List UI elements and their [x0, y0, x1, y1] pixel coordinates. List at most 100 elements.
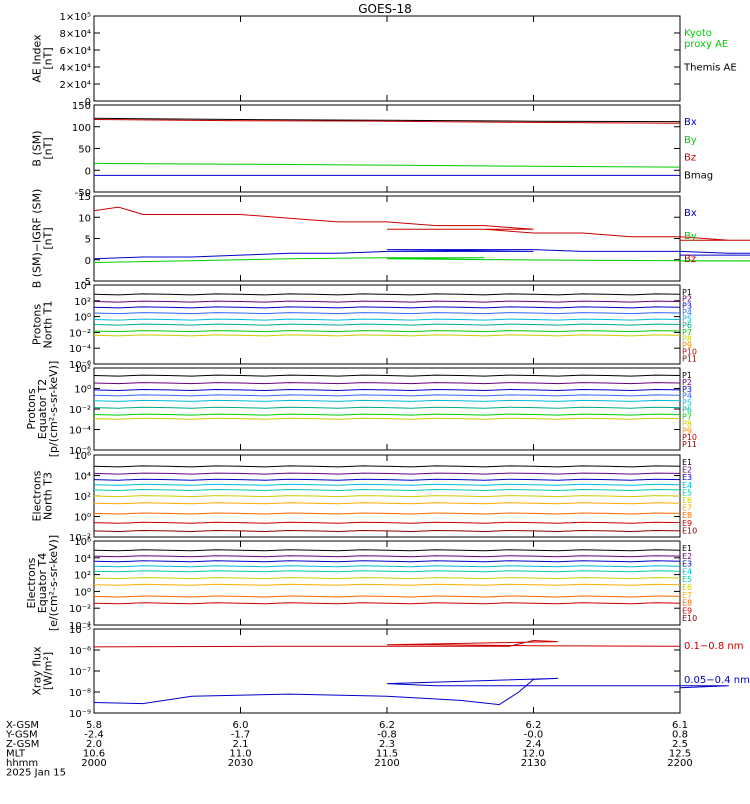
series-line-E10 — [94, 531, 680, 532]
y-tick-label: 4×10⁴ — [60, 63, 91, 74]
series-line-P4 — [94, 395, 680, 396]
footer-row-label: 2025 Jan 15 — [6, 768, 66, 779]
legend-label: Kyoto — [684, 28, 712, 39]
legend-label: 0.1−0.8 nm — [684, 641, 743, 652]
series-line-P2 — [94, 301, 680, 302]
y-tick-label: 10⁻⁵ — [69, 625, 91, 636]
y-tick-label: 10⁻⁶ — [69, 646, 91, 657]
legend-label: Bz — [684, 153, 696, 164]
series-line-0.1−0.8 nm — [94, 641, 680, 647]
series-line-P7 — [94, 414, 680, 415]
y-tick-label: 10⁰ — [74, 385, 91, 396]
series-line-E7 — [94, 503, 680, 504]
series-line-Bz — [94, 207, 750, 240]
series-line-P8 — [94, 418, 680, 419]
legend-label: By — [684, 135, 697, 146]
series-line-P4 — [94, 313, 680, 314]
y-tick-label: 10⁻² — [69, 328, 91, 339]
y-tick-label: 10⁴ — [74, 554, 91, 565]
series-line-E7 — [94, 584, 680, 585]
legend-label: Bz — [684, 254, 696, 265]
y-tick-label: 1×10⁵ — [60, 12, 91, 23]
series-line-0.05−0.4 nm — [94, 678, 729, 704]
footer-value: 2100 — [374, 758, 399, 769]
y-tick-label: 10⁻⁹ — [69, 709, 91, 720]
y-tick-label: 10⁶ — [74, 537, 91, 548]
series-line-E4 — [94, 484, 680, 485]
y-axis-label: [nT] — [42, 137, 55, 159]
footer-value: 2030 — [228, 758, 253, 769]
y-axis-label: North T1 — [42, 301, 55, 349]
y-tick-label: 10⁻⁸ — [69, 688, 91, 699]
series-line-E2 — [94, 556, 680, 557]
series-line-E4 — [94, 566, 680, 567]
panel-frame — [94, 16, 680, 101]
legend-label: 0.05−0.4 nm — [684, 675, 750, 686]
legend-label: Themis AE — [683, 63, 737, 74]
series-line-E6 — [94, 578, 680, 579]
y-axis-label: [p/(cm²-s-sr-keV)] — [47, 361, 60, 458]
y-axis-label: North T3 — [42, 472, 55, 520]
y-tick-label: 6×10⁴ — [60, 46, 91, 57]
y-axis-label: [nT] — [42, 227, 55, 249]
series-line-E1 — [94, 550, 680, 551]
footer-value: 2000 — [81, 758, 106, 769]
series-line-By — [94, 258, 750, 263]
y-tick-label: 10² — [74, 571, 91, 582]
panel-frame — [94, 196, 680, 281]
series-line-E8 — [94, 513, 680, 514]
series-line-P1 — [94, 375, 680, 376]
legend-label: Bx — [684, 117, 697, 128]
y-tick-label: 10² — [74, 297, 91, 308]
series-line-P8 — [94, 335, 680, 336]
series-line-E3 — [94, 479, 680, 480]
y-tick-label: 10⁻² — [69, 405, 91, 416]
y-tick-label: 10 — [78, 213, 91, 224]
legend-label: E10 — [682, 526, 697, 535]
panel-frame — [94, 368, 680, 450]
y-tick-label: 10⁴ — [74, 472, 91, 483]
series-line-P6 — [94, 324, 680, 325]
y-tick-label: 10² — [74, 364, 91, 375]
y-tick-label: 100 — [72, 123, 91, 134]
y-axis-label: [e/(cm²-s-sr-keV)] — [47, 535, 60, 631]
panel-frame — [94, 629, 680, 713]
y-tick-label: 10⁰ — [74, 313, 91, 324]
y-tick-label: 10⁶ — [74, 451, 91, 462]
legend-label: P11 — [682, 354, 697, 363]
series-line-E8 — [94, 596, 680, 597]
y-tick-label: 5 — [85, 235, 91, 246]
y-tick-label: 0 — [85, 166, 91, 177]
y-axis-label: [W/m²] — [42, 652, 55, 690]
series-line-E6 — [94, 496, 680, 497]
series-line-E5 — [94, 571, 680, 572]
y-tick-label: 10⁻⁴ — [69, 426, 91, 437]
y-tick-label: 10⁻⁴ — [69, 344, 91, 355]
y-tick-label: 10⁻² — [69, 604, 91, 615]
y-tick-label: 150 — [72, 101, 91, 112]
legend-label: Bmag — [684, 170, 713, 181]
y-tick-label: 10⁴ — [74, 281, 91, 292]
series-line-E3 — [94, 561, 680, 562]
y-tick-label: 10² — [74, 492, 91, 503]
series-line-P1 — [94, 294, 680, 295]
series-line-E1 — [94, 466, 680, 467]
y-tick-label: 15 — [78, 192, 91, 203]
footer-value: 2200 — [667, 758, 692, 769]
series-line-P5 — [94, 400, 680, 401]
series-line-P6 — [94, 407, 680, 408]
legend-label: E10 — [682, 614, 697, 623]
legend-label: proxy AE — [684, 39, 728, 50]
series-line-P2 — [94, 383, 680, 384]
series-line-P3 — [94, 307, 680, 308]
y-tick-label: 8×10⁴ — [60, 29, 91, 40]
